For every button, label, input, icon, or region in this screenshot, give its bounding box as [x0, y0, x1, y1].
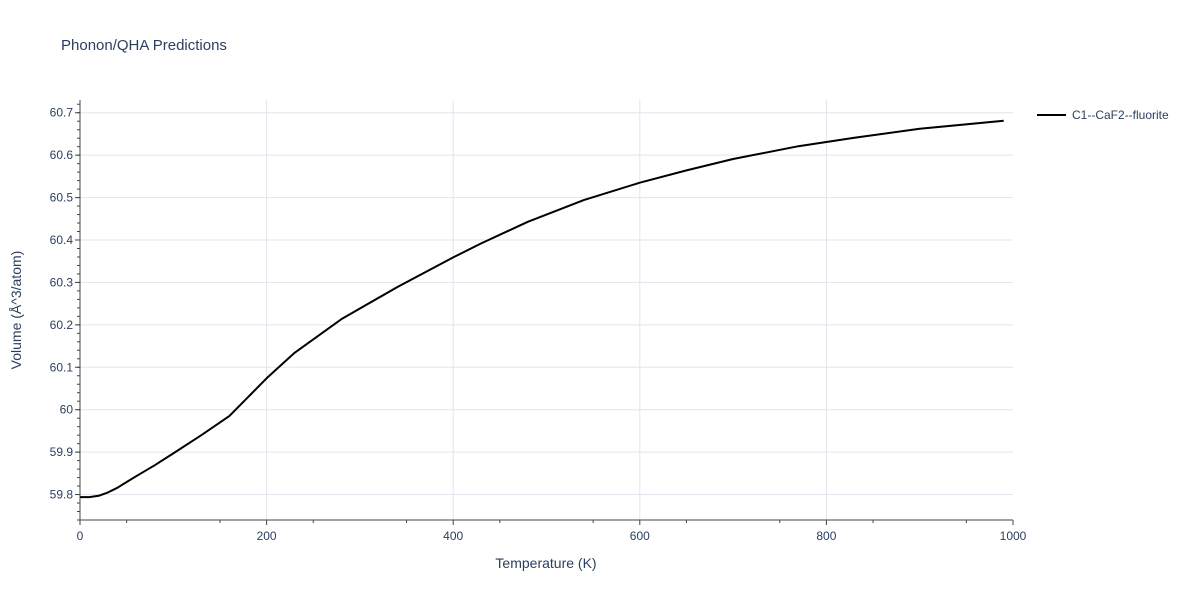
- axis-layer: 0 200 400 600 800 1000 59.8 59.9 60 60.1 60.2 60.3 6…: [50, 100, 1027, 543]
- y-tick-label: 60.6: [50, 148, 74, 162]
- x-tick-label: 800: [816, 529, 836, 543]
- y-tick-label: 60: [60, 403, 74, 417]
- legend-label: C1--CaF2--fluorite: [1072, 108, 1169, 122]
- x-tick-label: 600: [630, 529, 650, 543]
- x-tick-label: 0: [77, 529, 84, 543]
- grid-layer: [80, 100, 1013, 520]
- y-tick-label: 59.9: [50, 445, 74, 459]
- x-axis-title: Temperature (K): [495, 555, 596, 571]
- y-tick-label: 60.3: [50, 275, 74, 289]
- chart-title: Phonon/QHA Predictions: [61, 37, 227, 54]
- y-axis-title: Volume (Å^3/atom): [8, 251, 24, 370]
- x-tick-label: 200: [257, 529, 277, 543]
- y-tick-label: 60.2: [50, 318, 74, 332]
- y-tick-label: 60.7: [50, 106, 74, 120]
- y-tick-label: 60.5: [50, 191, 74, 205]
- y-tick-label: 60.4: [50, 233, 74, 247]
- series-layer: [80, 119, 1004, 499]
- series-line[interactable]: [80, 119, 1004, 499]
- legend[interactable]: C1--CaF2--fluorite: [1037, 108, 1169, 122]
- x-tick-label: 400: [443, 529, 463, 543]
- y-tick-label: 59.8: [50, 488, 74, 502]
- y-tick-label: 60.1: [50, 360, 74, 374]
- x-tick-label: 1000: [1000, 529, 1027, 543]
